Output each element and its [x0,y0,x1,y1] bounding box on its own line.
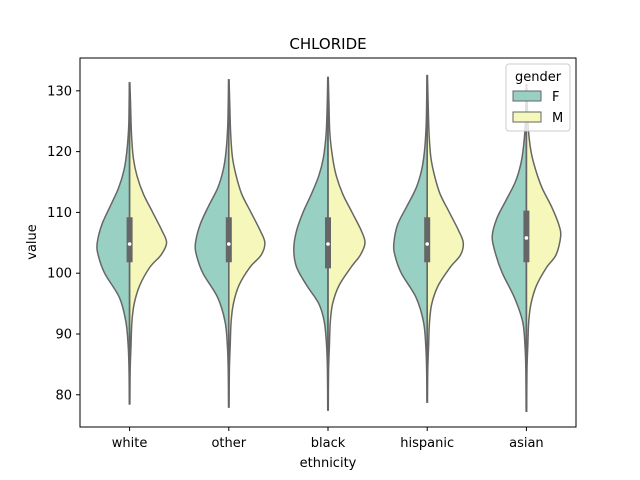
legend-label-f: F [552,90,559,105]
iqr-box [225,217,232,263]
x-axis-label: ethnicity [300,456,357,471]
x-tick-label: hispanic [400,436,454,451]
plot-area [96,74,562,412]
y-axis: 80 90 100 110 120 130 [47,84,80,403]
y-tick-label: 110 [47,206,72,221]
violin-half-m [128,82,168,405]
violin-half-f [293,76,329,411]
median-dot [524,236,529,240]
legend: gender F M [505,63,571,132]
x-tick-label: white [112,436,148,451]
y-tick-label: 130 [47,84,72,99]
violin-other [194,79,266,408]
violin-half-f [491,83,528,412]
violin-half-f [96,82,131,405]
violin-half-m [327,76,366,411]
violin-hispanic [392,74,465,403]
x-tick-label: other [211,436,246,451]
x-tick-label: asian [509,436,544,451]
median-dot [326,242,330,246]
violin-half-f [392,74,428,403]
violin-half-f [194,79,230,408]
chart-title: CHLORIDE [289,35,366,53]
median-dot [227,242,231,246]
iqr-box [126,217,133,263]
legend-swatch-f [512,90,542,102]
x-axis: white other black hispanic asian [112,427,544,451]
violin-black [293,76,366,411]
median-dot [425,242,430,246]
median-dot [127,242,132,246]
y-tick-label: 80 [55,388,72,403]
violin-asian [491,83,562,412]
iqr-box [424,217,431,263]
violin-half-m [228,79,266,408]
violin-half-m [426,74,465,403]
y-tick-label: 120 [47,145,72,160]
legend-label-m: M [552,111,563,126]
y-tick-label: 90 [55,327,72,342]
violin-white [96,82,168,405]
x-tick-label: black [311,436,346,451]
y-axis-label: value [25,224,40,260]
violin-half-m [525,83,562,412]
legend-swatch-m [512,111,542,123]
legend-title: gender [515,70,562,85]
y-tick-label: 100 [47,267,72,282]
